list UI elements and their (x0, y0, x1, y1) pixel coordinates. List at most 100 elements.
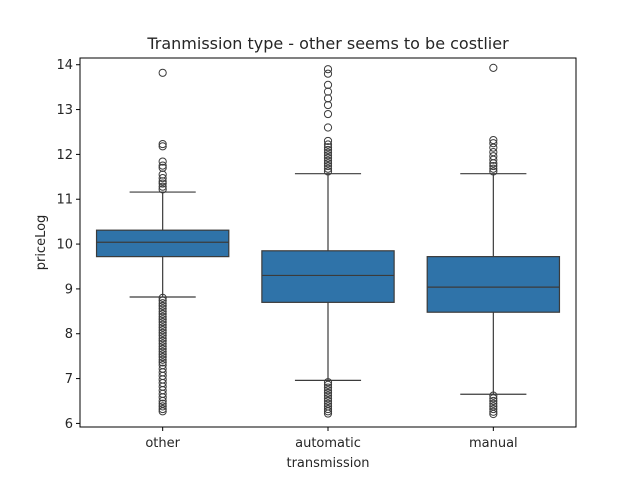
outlier-point (489, 404, 498, 414)
y-axis-label: priceLog (34, 215, 49, 271)
outlier-point (323, 145, 333, 155)
outlier-point (158, 342, 167, 351)
outlier-point (158, 355, 167, 364)
y-tick-label: 9 (65, 282, 73, 297)
outlier-point (158, 315, 167, 324)
y-tick-label: 6 (65, 417, 73, 432)
outlier-point (323, 159, 333, 168)
y-tick-label: 8 (65, 327, 73, 342)
outlier-point (158, 293, 167, 302)
outlier-point (323, 65, 333, 74)
outlier-point (323, 396, 333, 406)
outlier-point (323, 380, 333, 389)
outlier-point (158, 350, 167, 359)
outlier-point (323, 378, 333, 387)
outlier-point (323, 100, 333, 110)
outlier-point (158, 331, 167, 340)
outlier-point (158, 161, 167, 170)
x-tick-label: automatic (295, 436, 361, 451)
outlier-point (323, 407, 333, 416)
outlier-point (158, 393, 167, 402)
outlier-point (158, 358, 167, 367)
outlier-point (158, 299, 167, 308)
outlier-point (489, 135, 498, 145)
plot-frame (79, 57, 577, 428)
outlier-point (158, 326, 167, 335)
outlier-point (158, 334, 167, 343)
outlier-point (158, 163, 167, 172)
outlier-point (489, 164, 498, 173)
outlier-point (323, 167, 333, 176)
outlier-point (489, 167, 498, 176)
outlier-point (323, 409, 333, 418)
outlier-point (323, 143, 333, 152)
y-tick-label: 11 (56, 193, 73, 208)
outlier-point (323, 151, 333, 160)
outlier-point (489, 409, 498, 419)
outlier-point (158, 185, 167, 194)
outlier-point (158, 402, 167, 411)
y-tick-label: 7 (65, 372, 73, 387)
outlier-point (323, 123, 333, 132)
plot-area: 6 7 8 9 10 11 12 13 14 other automatic manual (56, 58, 561, 451)
outlier-point (158, 328, 167, 337)
x-tick-label: other (145, 436, 180, 451)
outlier-point (323, 391, 333, 400)
outlier-point (323, 136, 333, 146)
outlier-point (158, 407, 167, 416)
outlier-point (158, 320, 167, 329)
y-tick-label: 12 (56, 148, 73, 163)
outlier-point (158, 304, 167, 313)
outlier-point (158, 179, 167, 188)
chart-title: Tranmission type - other seems to be cos… (146, 34, 509, 53)
outlier-point (323, 388, 333, 398)
x-tick-label: manual (469, 436, 518, 451)
outlier-point (489, 399, 498, 408)
outlier-point (323, 94, 333, 103)
outlier-point (158, 307, 167, 316)
box-manual (426, 256, 561, 313)
outlier-point (158, 301, 167, 311)
outlier-point (158, 347, 167, 356)
box-other (95, 229, 230, 258)
y-tick-label: 14 (56, 58, 73, 73)
outlier-point (323, 394, 333, 403)
y-tick-label: 10 (56, 238, 73, 253)
outlier-point (489, 396, 498, 406)
outlier-point (323, 80, 333, 90)
outlier-point (323, 161, 333, 171)
outlier-point (158, 68, 167, 77)
outlier-point (489, 152, 498, 161)
outlier-point (158, 309, 167, 319)
outlier-point (489, 63, 498, 72)
box-automatic (261, 250, 395, 303)
outlier-point (323, 386, 333, 395)
outlier-point (489, 161, 498, 171)
outlier-point (158, 317, 167, 327)
outlier-point (158, 344, 167, 354)
outlier-point (158, 404, 167, 414)
outlier-point (323, 140, 333, 149)
outlier-point (158, 336, 167, 346)
outlier-point (323, 87, 333, 96)
outlier-point (489, 394, 498, 403)
outlier-point (323, 164, 333, 173)
outlier-point (158, 182, 167, 191)
outlier-point (323, 156, 333, 165)
outlier-point (323, 153, 333, 163)
outlier-point (158, 312, 167, 321)
outlier-point (158, 296, 167, 305)
outlier-point (323, 109, 333, 119)
outlier-point (158, 174, 167, 183)
outlier-point (489, 148, 498, 157)
outlier-point (158, 323, 167, 332)
outlier-point (158, 157, 167, 166)
outlier-point (158, 352, 167, 362)
x-axis-label: transmission (286, 456, 369, 471)
outlier-point (489, 139, 498, 148)
outlier-point (323, 383, 333, 392)
outlier-point (323, 404, 333, 414)
outlier-point (158, 142, 167, 151)
outlier-point (323, 69, 333, 78)
outlier-point (158, 139, 167, 149)
